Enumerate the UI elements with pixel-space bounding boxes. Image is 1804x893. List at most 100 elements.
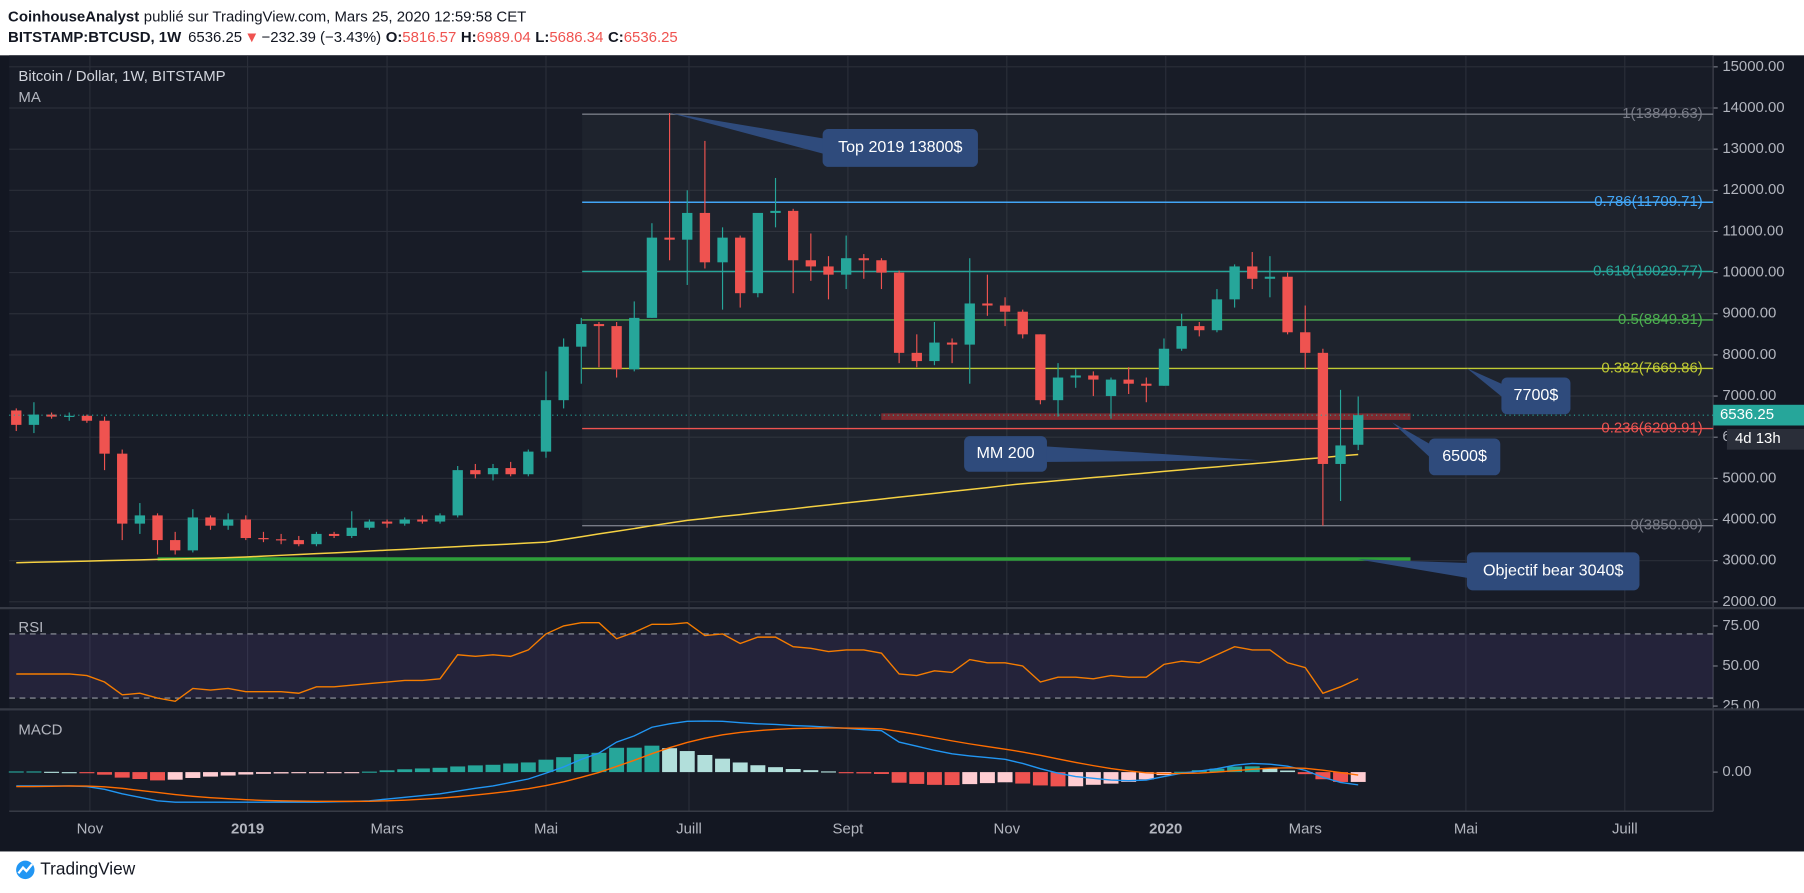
candle-body (1282, 276, 1293, 333)
candle-body (99, 420, 110, 454)
countdown: 4d 13h (1735, 430, 1781, 447)
x-tick-label: Nov (994, 821, 1021, 838)
macd-histogram-bar (909, 772, 925, 784)
y-tick-label: 2000.00 (1722, 593, 1776, 610)
macd-histogram-bar (1121, 772, 1137, 782)
rsi-title: RSI (18, 619, 43, 636)
candle-body (540, 400, 552, 452)
y-tick-label: 13000.00 (1722, 140, 1784, 157)
x-tick-label: Sept (833, 821, 865, 838)
candle-body (1123, 379, 1134, 384)
macd-histogram-bar (379, 770, 395, 773)
candle-body (470, 470, 481, 475)
candle-body (364, 521, 375, 528)
candle-body (1017, 311, 1028, 335)
y-tick-label: 25.00 (1722, 697, 1759, 714)
y-tick-label: 14000.00 (1722, 99, 1784, 116)
candle-body (205, 517, 216, 526)
last: 6536.25 (188, 29, 242, 46)
macd-histogram-bar (150, 772, 166, 781)
header-bg (0, 0, 1804, 56)
macd-histogram-bar (1050, 772, 1066, 787)
support-zone (881, 413, 1411, 420)
fib-label: 0.786(11709.71) (1594, 193, 1703, 210)
macd-histogram-bar (838, 772, 854, 774)
y-tick-label: 5000.00 (1722, 469, 1776, 486)
macd-histogram-bar (185, 772, 201, 778)
macd-histogram-bar (750, 765, 766, 773)
candle-body (664, 237, 675, 240)
candle-body (1211, 299, 1223, 331)
candle-body (505, 468, 516, 475)
x-tick-label: Mars (370, 821, 403, 838)
macd-histogram-bar (662, 748, 678, 773)
macd-histogram-bar (308, 772, 324, 774)
macd-histogram-bar (926, 772, 942, 785)
candle-body (117, 453, 128, 524)
macd-histogram-bar (44, 771, 60, 773)
candle-body (1335, 445, 1346, 464)
ohlc-key: C: (608, 29, 624, 46)
candle-body (240, 519, 251, 539)
candle-body (1105, 379, 1117, 397)
pane-title: Bitcoin / Dollar, 1W, BITSTAMP (18, 68, 225, 85)
macd-histogram-bar (450, 766, 466, 773)
macd-histogram-bar (1209, 768, 1225, 773)
ohlc-value: 5816.57 (402, 29, 456, 46)
candle-body (311, 533, 322, 545)
candle-body (452, 470, 463, 516)
candle-body (999, 305, 1011, 312)
brand[interactable]: TradingView (40, 858, 135, 878)
y-tick-label: 10000.00 (1722, 264, 1784, 281)
candle-body (1070, 375, 1081, 378)
callout-box (1501, 377, 1571, 415)
callout-pointer (669, 112, 832, 156)
x-tick-label: 2020 (1149, 821, 1182, 838)
macd-line (16, 720, 1359, 803)
macd-histogram-bar (97, 772, 113, 775)
candle-body (752, 212, 764, 294)
candle-body (328, 533, 340, 536)
candle-body (258, 538, 269, 540)
macd-histogram-bar (873, 772, 889, 774)
y-tick-label: 9000.00 (1722, 305, 1776, 322)
candle-body (28, 414, 40, 425)
macd-histogram-bar (344, 772, 360, 774)
macd-histogram-bar (1015, 772, 1031, 784)
macd-histogram-bar (697, 754, 713, 773)
fib-label: 1(13849.63) (1622, 105, 1703, 122)
ohlc-key: L: (535, 29, 549, 46)
macd-histogram-bar (114, 772, 130, 778)
candle-body (275, 539, 287, 541)
candle-body (11, 410, 22, 425)
y-tick-label: 7000.00 (1722, 387, 1776, 404)
macd-histogram-bar (255, 772, 271, 774)
x-tick-label: Nov (77, 821, 104, 838)
last-price-label: 6536.25 (1720, 406, 1774, 423)
macd-histogram-bar (1174, 771, 1190, 773)
callout-text: MM 200 (976, 444, 1034, 462)
chart-layer: Nov 2019 Mars Mai Juill Sept Nov 2020 Mars Mai Jui… (0, 55, 1804, 838)
macd-histogram-bar (644, 745, 660, 773)
candle-body (1247, 266, 1258, 279)
candle-body (399, 519, 410, 524)
callout-pointer (1357, 559, 1477, 580)
candle-body (64, 415, 75, 417)
fib-label: 0.382(7669.86) (1601, 359, 1702, 376)
footer-bg (0, 851, 1804, 893)
candle-body (152, 515, 163, 541)
macd-title: MACD (18, 722, 62, 739)
symbol: BITSTAMP:BTCUSD, 1W (8, 29, 182, 46)
candle-body (946, 342, 958, 345)
tv-logo[interactable]: TradingView (16, 858, 136, 880)
macd-histogram-bar (803, 770, 819, 773)
macd-histogram-bar (715, 758, 731, 773)
macd-histogram-bar (1315, 772, 1331, 780)
candle-body (1317, 352, 1329, 464)
macd-histogram-bar (61, 772, 77, 774)
y-tick-label: 12000.00 (1722, 181, 1784, 198)
y-tick-label: 3000.00 (1722, 552, 1776, 569)
candle-body (576, 324, 587, 347)
macd-histogram-bar (273, 772, 289, 774)
macd-histogram-bar (167, 772, 183, 780)
